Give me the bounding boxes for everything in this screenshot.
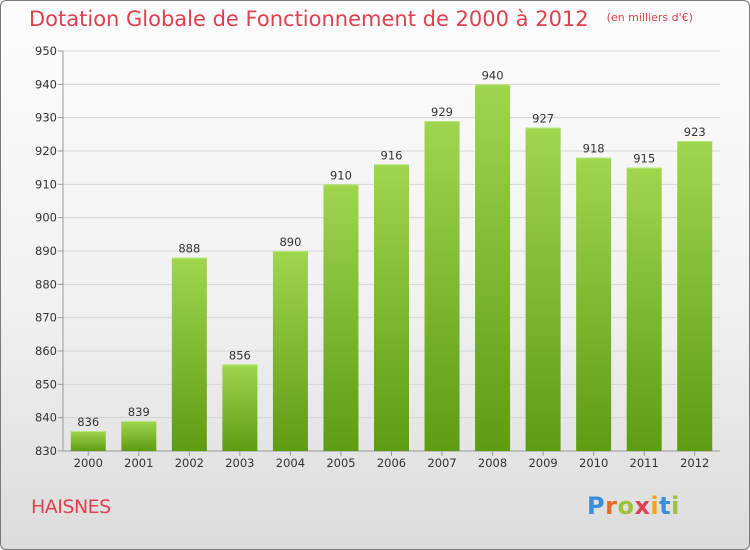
bar [424, 121, 460, 451]
data-label: 923 [684, 125, 706, 139]
proxiti-logo: Proxiti [587, 492, 680, 520]
x-tick-label: 2009 [528, 456, 557, 470]
commune-name: HAISNES [31, 496, 111, 518]
bar [272, 251, 308, 451]
data-label: 918 [583, 142, 605, 156]
bar [475, 84, 511, 451]
x-tick-label: 2004 [276, 456, 305, 470]
y-tick-label: 880 [35, 277, 57, 291]
y-tick-label: 850 [35, 377, 57, 391]
y-tick-label: 860 [35, 344, 57, 358]
bar [626, 167, 662, 451]
y-tick-label: 930 [35, 111, 57, 125]
bar [525, 127, 561, 452]
data-label: 915 [633, 152, 655, 166]
logo-letter: o [617, 492, 635, 520]
chart-subtitle: (en milliers d'€) [606, 11, 693, 24]
data-label: 890 [279, 235, 301, 249]
bar [222, 364, 258, 451]
logo-letter: x [634, 492, 651, 520]
x-tick-label: 2008 [478, 456, 507, 470]
y-tick-label: 890 [35, 244, 57, 258]
data-label: 929 [431, 105, 453, 119]
x-tick-label: 2012 [680, 456, 709, 470]
tick-labels: 830 840 850 860 870 880 890 900 910 920 930 940 950 2… [35, 44, 709, 470]
y-tick-label: 910 [35, 177, 57, 191]
logo-letter: t [659, 492, 672, 520]
x-tick-label: 2003 [225, 456, 254, 470]
x-tick-label: 2000 [74, 456, 103, 470]
x-tick-label: 2011 [630, 456, 659, 470]
logo-letter: i [671, 492, 680, 520]
bar [171, 257, 207, 451]
data-label: 916 [381, 148, 403, 162]
data-label: 940 [482, 68, 504, 82]
x-tick-label: 2005 [326, 456, 355, 470]
y-tick-label: 830 [35, 444, 57, 458]
bar [323, 184, 359, 452]
data-label: 839 [128, 405, 150, 419]
y-tick-label: 840 [35, 411, 57, 425]
logo-letter: r [605, 492, 618, 520]
y-tick-label: 940 [35, 77, 57, 91]
x-tick-label: 2007 [427, 456, 456, 470]
chart-title: Dotation Globale de Fonctionnement de 20… [29, 7, 589, 31]
bars [70, 84, 713, 452]
bar [121, 421, 157, 451]
bar [677, 141, 713, 451]
logo-letter: i [650, 492, 660, 520]
y-tick-label: 870 [35, 311, 57, 325]
x-tick-label: 2002 [175, 456, 204, 470]
y-tick-label: 920 [35, 144, 57, 158]
x-tick-label: 2001 [124, 456, 153, 470]
bar [374, 164, 409, 452]
data-label: 856 [229, 348, 251, 362]
x-tick-label: 2010 [579, 456, 608, 470]
logo-letter: P [587, 492, 606, 520]
data-labels: 836 839 888 856 890 910 916 929 940 927 918 915 923 [77, 68, 705, 429]
data-label: 836 [77, 415, 99, 429]
bar [70, 431, 106, 451]
y-tick-label: 950 [35, 44, 57, 58]
x-tick-label: 2006 [377, 456, 406, 470]
data-label: 888 [178, 242, 200, 256]
data-label: 927 [532, 112, 554, 126]
y-tick-label: 900 [35, 211, 57, 225]
data-label: 910 [330, 168, 352, 182]
title-line: Dotation Globale de Fonctionnement de 20… [29, 7, 693, 31]
bar [576, 157, 612, 451]
